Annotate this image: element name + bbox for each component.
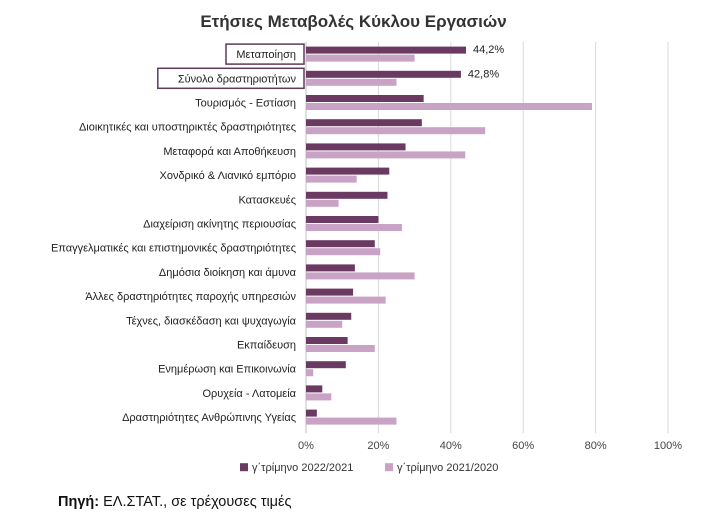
bar-series-2 — [306, 369, 314, 377]
bar-series-2 — [306, 199, 339, 207]
legend-label: γ΄τρίμηνο 2022/2021 — [252, 462, 353, 474]
category-label: Τέχνες, διασκέδαση και ψυχαγωγία — [126, 315, 297, 327]
category-label: Επαγγελματικές και επιστημονικές δραστηρ… — [51, 243, 296, 255]
category-label: Κατασκευές — [238, 194, 296, 206]
bar-series-1 — [306, 46, 467, 54]
bar-series-2 — [306, 320, 343, 328]
bar-series-1 — [306, 191, 388, 199]
bar-series-1 — [306, 167, 390, 175]
category-label: Δημόσια διοίκηση και άμυνα — [159, 267, 297, 279]
category-label: Ενημέρωση και Επικοινωνία — [158, 364, 297, 376]
category-label: Μεταποίηση — [236, 49, 296, 61]
category-label: Άλλες δραστηριότητες παροχής υπηρεσιών — [85, 291, 296, 303]
data-label: 42,8% — [468, 68, 499, 80]
category-label: Ορυχεία - Λατομεία — [202, 388, 296, 400]
bar-series-2 — [306, 248, 381, 256]
bar-series-1 — [306, 288, 354, 296]
source-text: ΕΛ.ΣΤΑΤ., σε τρέχουσες τιμές — [99, 494, 292, 510]
bar-series-2 — [306, 78, 397, 86]
bar-series-1 — [306, 409, 317, 417]
x-tick-label: 100% — [654, 440, 682, 452]
bar-series-2 — [306, 103, 592, 110]
bar-series-2 — [306, 151, 466, 159]
legend-swatch — [240, 463, 248, 472]
category-label: Μεταφορά και Αποθήκευση — [163, 146, 296, 158]
x-tick-label: 60% — [512, 440, 534, 452]
bar-series-1 — [306, 216, 379, 223]
highlight-frame — [225, 43, 305, 65]
bar-series-1 — [306, 70, 461, 78]
bar-series-2 — [306, 224, 402, 231]
category-label: Χονδρικό & Λιανικό εμπόριο — [159, 170, 296, 182]
x-tick-label: 40% — [440, 440, 462, 452]
chart-title: Ετήσιες Μεταβολές Κύκλου Εργασιών — [200, 12, 507, 31]
bar-series-2 — [306, 417, 397, 425]
category-label: Εκπαίδευση — [237, 340, 296, 352]
x-tick-label: 80% — [585, 440, 607, 452]
bar-series-1 — [306, 312, 352, 320]
bar-series-2 — [306, 272, 415, 280]
highlight-frame — [157, 67, 305, 90]
bar-series-2 — [306, 393, 332, 401]
bar-series-2 — [306, 127, 486, 135]
source-label: Πηγή: — [58, 494, 100, 510]
x-tick-label: 0% — [298, 440, 314, 452]
bar-series-1 — [306, 337, 348, 344]
bar-series-2 — [306, 54, 415, 62]
category-label: Δραστηριότητες Ανθρώπινης Υγείας — [122, 412, 296, 424]
bar-series-2 — [306, 345, 375, 352]
bar-series-1 — [306, 119, 422, 127]
category-label: Σύνολο δραστηριοτήτων — [178, 73, 297, 85]
bar-series-1 — [306, 264, 355, 272]
data-label: 44,2% — [473, 44, 504, 56]
bar-series-1 — [306, 95, 424, 102]
bar-series-1 — [306, 143, 406, 151]
legend-label: γ΄τρίμηνο 2021/2020 — [397, 462, 498, 474]
category-label: Τουρισμός - Εστίαση — [195, 98, 296, 110]
legend-swatch — [385, 463, 393, 472]
bar-series-1 — [306, 385, 323, 393]
category-label: Διαχείριση ακίνητης περιουσίας — [143, 219, 296, 231]
x-tick-label: 20% — [367, 440, 389, 452]
bar-series-1 — [306, 240, 375, 248]
bar-series-1 — [306, 361, 346, 369]
bar-series-2 — [306, 296, 386, 304]
source-note: Πηγή: ΕΛ.ΣΤΑΤ., σε τρέχουσες τιμές — [58, 494, 291, 510]
category-label: Διοικητικές και υποστηρικτές δραστηριότη… — [79, 122, 296, 134]
bar-series-2 — [306, 175, 357, 183]
